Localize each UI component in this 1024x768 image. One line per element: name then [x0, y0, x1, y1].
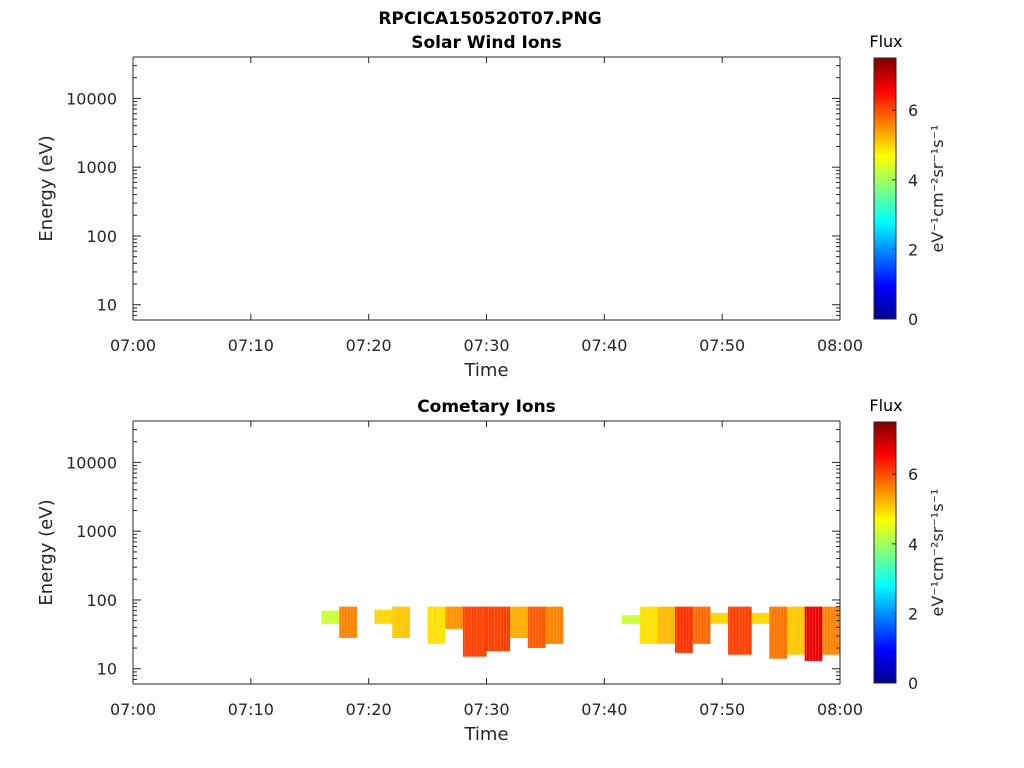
flux-block	[427, 606, 446, 644]
x-tick-label: 07:10	[228, 700, 274, 719]
flux-block	[675, 606, 693, 653]
y-tick-label: 1000	[76, 522, 117, 541]
x-tick-label: 07:00	[110, 700, 156, 719]
y-tick-label: 100	[86, 227, 117, 246]
flux-block	[692, 606, 711, 644]
y-tick-label: 10000	[66, 89, 117, 108]
colorbar-unit-label: eV⁻¹cm⁻²sr⁻¹s⁻¹	[928, 125, 947, 253]
x-tick-label: 07:20	[346, 700, 392, 719]
flux-block	[769, 606, 787, 659]
flux-block	[804, 606, 823, 661]
flux-block	[710, 612, 729, 624]
colorbar-tick-label: 4	[908, 171, 918, 190]
x-axis-label: Time	[463, 724, 508, 745]
x-tick-label: 07:10	[228, 336, 274, 355]
colorbar-title: Flux	[869, 32, 902, 51]
y-axis-label: Energy (eV)	[36, 135, 57, 241]
colorbar-tick-label: 6	[908, 101, 918, 120]
flux-block	[639, 606, 658, 644]
flux-block	[786, 606, 805, 655]
flux-block	[462, 606, 487, 657]
colorbar-title: Flux	[869, 396, 902, 415]
y-tick-label: 1000	[76, 158, 117, 177]
colorbar	[873, 57, 897, 320]
flux-block	[321, 610, 340, 624]
x-axis-label: Time	[463, 360, 508, 381]
colorbar-tick-label: 0	[908, 674, 918, 693]
flux-block	[339, 606, 357, 638]
colorbar-tick-label: 2	[908, 240, 918, 259]
x-tick-label: 07:30	[463, 700, 509, 719]
colorbar-tick-label: 6	[908, 465, 918, 484]
flux-block	[486, 606, 511, 652]
x-tick-label: 07:50	[699, 336, 745, 355]
flux-block	[545, 606, 564, 644]
flux-block	[510, 606, 528, 638]
flux-block	[527, 606, 546, 649]
flux-block	[622, 615, 640, 624]
flux-block	[657, 606, 676, 644]
solar-wind-ions-panel: 07:00 07:10 07:20 07:30 07:40 07:50 08:00 10 100…	[36, 32, 947, 381]
cometary-ions-panel: 07:00 07:10 07:20 07:30 07:40 07:50 08:00 10 100…	[36, 396, 947, 745]
colorbar-tick-label: 2	[908, 604, 918, 623]
x-tick-label: 08:00	[817, 336, 863, 355]
colorbar-tick-label: 4	[908, 535, 918, 554]
y-tick-label: 100	[86, 591, 117, 610]
x-tick-label: 07:20	[346, 336, 392, 355]
flux-block	[751, 612, 770, 624]
panel-title: Cometary Ions	[417, 397, 556, 417]
x-tick-label: 07:30	[463, 336, 509, 355]
flux-blocks	[321, 606, 840, 661]
flux-block	[374, 609, 393, 624]
y-tick-label: 10	[97, 660, 117, 679]
x-tick-label: 07:40	[581, 336, 627, 355]
figure-title: RPCICA150520T07.PNG	[378, 9, 601, 29]
panel-title: Solar Wind Ions	[411, 33, 562, 53]
y-axis-label: Energy (eV)	[36, 499, 57, 605]
flux-block	[822, 606, 840, 655]
plot-area	[133, 57, 840, 320]
colorbar-tick-label: 0	[908, 310, 918, 329]
flux-block	[728, 606, 752, 655]
flux-block	[445, 606, 463, 629]
x-tick-label: 07:40	[581, 700, 627, 719]
colorbar-unit-label: eV⁻¹cm⁻²sr⁻¹s⁻¹	[928, 489, 947, 617]
x-tick-label: 07:00	[110, 336, 156, 355]
flux-block	[392, 606, 410, 638]
y-tick-label: 10000	[66, 453, 117, 472]
x-tick-label: 07:50	[699, 700, 745, 719]
x-tick-label: 08:00	[817, 700, 863, 719]
y-tick-label: 10	[97, 296, 117, 315]
colorbar	[873, 421, 897, 684]
